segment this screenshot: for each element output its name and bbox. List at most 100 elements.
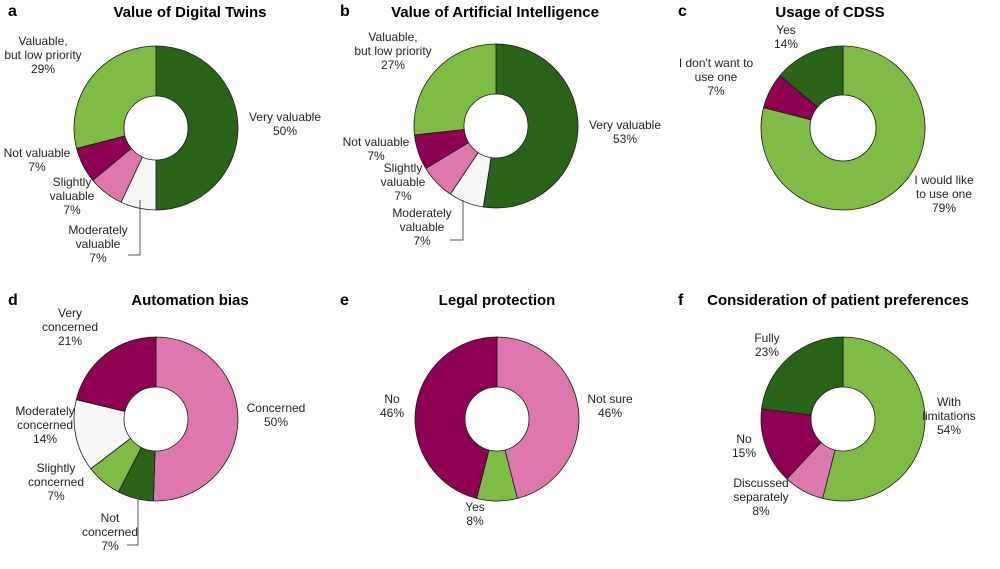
slice-label-text: concerned [28,475,84,489]
slice-label-discussed-separately: Discussed separately 8% [733,476,788,518]
slice-percent: 21% [58,334,82,348]
panel-title: Value of Artificial Intelligence [391,4,599,21]
slice-label-text: but low priority [354,44,431,58]
slice-label-slightly-valuable: Slightly valuable 7% [50,175,95,217]
slice-label-concerned: Concerned 50% [247,401,306,429]
slice-label-text: Not valuable [343,135,410,149]
slice-label-not-concerned: Not concerned 7% [82,511,138,553]
slice-label-text: Concerned [247,401,306,415]
slice-label-text: Moderately [68,223,127,237]
slice-percent: 54% [937,423,961,437]
donut-hole [464,386,530,452]
slice-percent: 8% [466,514,484,528]
slice-label-text: Not valuable [4,146,71,160]
panel-letter: e [340,292,349,309]
slice-label-valuable-but-low-priority: Valuable, but low priority 29% [4,34,81,76]
slice-label-text: valuable [76,237,121,251]
panel-letter: c [678,3,687,20]
slice-label-very-valuable: Very valuable 50% [249,110,321,138]
slice-label-moderately-valuable: Moderately valuable 7% [68,223,127,265]
donut-hole [809,94,877,162]
slice-label-text: Moderately [15,404,74,418]
slice-percent: 27% [381,58,405,72]
slice-percent: 53% [613,132,637,146]
slice-percent: 14% [774,37,798,51]
slice-label-text: Yes [776,23,796,37]
donut-hole [463,93,529,159]
slice-label-no: No 46% [380,392,404,420]
slice-percent: 14% [33,432,57,446]
slice-label-valuable-but-low-priority: Valuable, but low priority 27% [354,30,431,72]
slice-label-text: No [736,432,752,446]
slice-label-yes: Yes 14% [774,23,798,51]
slice-label-fully: Fully 23% [754,331,779,359]
leader-line [127,495,139,546]
slice-label-text: use one [695,70,738,84]
panel-b: b Value of Artificial Intelligence Very va… [340,3,661,248]
slice-label-text: With [937,395,961,409]
slice-label-moderately-concerned: Moderately concerned 14% [15,404,74,446]
slice-percent: 7% [394,189,412,203]
slice-percent: 50% [273,124,297,138]
donut-hole [810,386,876,452]
slice-label-no: No 15% [732,432,756,460]
slice-label-text: Not [101,511,120,525]
slice-label-text: valuable [50,189,95,203]
slice-label-very-valuable: Very valuable 53% [589,118,661,146]
leader-line [450,200,464,241]
slice-percent: 7% [28,160,46,174]
panel-letter: a [8,3,17,20]
slice-label-very-concerned: Very concerned 21% [42,306,98,348]
slice-label-yes: Yes 8% [465,500,485,528]
slice-label-text: No [384,392,400,406]
panel-title: Usage of CDSS [775,4,884,21]
panel-title: Automation bias [131,292,249,309]
slice-percent: 50% [264,415,288,429]
slice-label-i-don-t-want-to-use-one: I don't want to use one 7% [679,56,754,98]
slice-not-sure [496,336,580,499]
slice-percent: 79% [932,201,956,215]
slice-label-text: concerned [82,525,138,539]
panel-f: f Consideration of patient preferences Wit… [678,292,976,518]
slice-label-i-would-like-to-use-one: I would like to use one 79% [914,173,974,215]
slice-label-text: Valuable, [18,34,67,48]
slice-no [414,336,498,499]
panel-title: Legal protection [439,292,556,309]
slice-label-text: valuable [381,175,426,189]
slice-label-text: Moderately [392,206,451,220]
slice-label-text: concerned [17,418,73,432]
slice-label-text: to use one [916,187,972,201]
slice-label-text: limitations [922,409,975,423]
slice-percent: 29% [31,62,55,76]
slice-concerned [152,336,239,502]
slice-label-text: Yes [465,500,485,514]
slice-percent: 46% [380,406,404,420]
slice-very-valuable [482,43,579,209]
slice-label-slightly-valuable: Slightly valuable 7% [381,161,426,203]
slice-label-text: Not sure [587,392,633,406]
panel-letter: f [678,292,684,309]
slice-percent: 23% [755,345,779,359]
slice-label-text: Slightly [53,175,92,189]
slice-percent: 15% [732,446,756,460]
slice-label-text: valuable [400,220,445,234]
slice-label-text: Slightly [37,461,76,475]
slice-label-text: but low priority [4,48,81,62]
slice-percent: 7% [413,234,431,248]
slice-percent: 7% [101,539,119,553]
slice-label-text: Discussed [733,476,788,490]
slice-label-text: Very valuable [589,118,661,132]
slice-label-not-sure: Not sure 46% [587,392,633,420]
panel-letter: d [8,292,18,309]
leader-line [128,200,141,256]
panel-a: a Value of Digital Twins Very valuable 50% M… [4,3,322,265]
donut-hole [123,386,189,452]
slice-label-not-valuable: Not valuable 7% [4,146,71,174]
slice-percent: 7% [367,149,385,163]
slice-label-with-limitations: With limitations 54% [922,395,975,437]
slice-label-text: Slightly [384,161,423,175]
panel-letter: b [340,3,350,20]
